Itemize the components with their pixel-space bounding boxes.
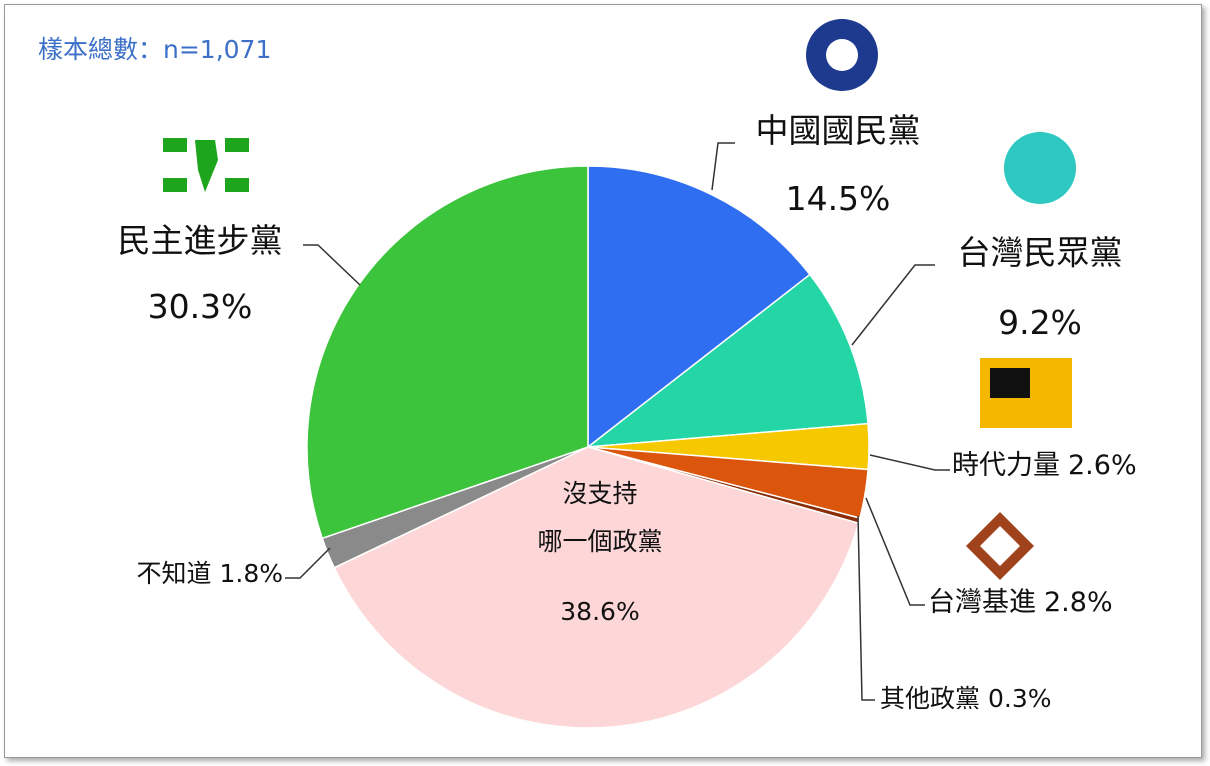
dpp-logo xyxy=(225,178,249,192)
dpp-logo xyxy=(163,138,187,152)
category-label: 民主進步黨 xyxy=(117,221,283,260)
value-label: 9.2% xyxy=(998,303,1082,342)
value-label: 0.3% xyxy=(988,684,1052,713)
slice-label: 其他政黨 0.3% xyxy=(880,675,1052,723)
slice-label: 台灣基進 2.8% xyxy=(928,577,1113,628)
category-label: 台灣基進 xyxy=(928,587,1036,618)
slice-label: 時代力量 2.6% xyxy=(952,440,1137,491)
pie xyxy=(306,165,870,729)
pie-slice xyxy=(585,273,869,448)
dpp-logo xyxy=(163,178,187,192)
leader-line xyxy=(303,244,361,286)
slice-label: 不知道 1.8% xyxy=(136,550,283,598)
value-label: 2.8% xyxy=(1044,587,1113,618)
pie-slice xyxy=(587,165,811,449)
logos xyxy=(163,19,1076,580)
pie-slice xyxy=(333,446,860,729)
leader-line xyxy=(711,142,735,191)
leader-line xyxy=(869,454,950,471)
dpp-logo xyxy=(195,140,218,192)
value-label: 14.5% xyxy=(785,179,891,218)
leader-line xyxy=(857,515,875,701)
npp-logo-mark xyxy=(990,368,1030,398)
value-label: 30.3% xyxy=(147,287,253,326)
leader-line xyxy=(285,547,331,579)
category-label: 時代力量 xyxy=(952,450,1060,481)
tpp-logo xyxy=(1004,132,1076,204)
value-label: 38.6% xyxy=(560,597,640,626)
leader-line xyxy=(851,264,935,346)
leader-line xyxy=(865,497,925,606)
value-label: 1.8% xyxy=(219,559,283,588)
category-label: 不知道 xyxy=(136,559,212,588)
tsp-logo-inner xyxy=(980,526,1020,566)
category-label: 沒支持 哪一個政黨 xyxy=(537,479,663,556)
value-label: 2.6% xyxy=(1068,450,1137,481)
dpp-logo xyxy=(225,138,249,152)
subtitle: 樣本總數：n=1,071 xyxy=(38,35,272,64)
category-label: 台灣民眾黨 xyxy=(957,233,1123,272)
leader-lines xyxy=(285,142,950,701)
kmt-logo-sun xyxy=(826,39,858,71)
category-label: 中國國民黨 xyxy=(755,111,921,150)
category-label: 其他政黨 xyxy=(880,684,981,713)
